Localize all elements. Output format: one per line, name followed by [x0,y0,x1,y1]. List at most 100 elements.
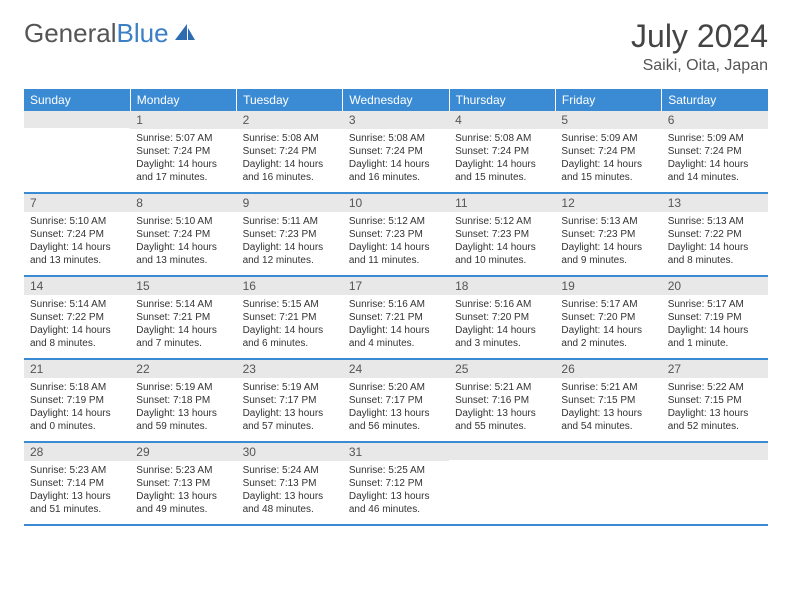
day-cell: 23Sunrise: 5:19 AMSunset: 7:17 PMDayligh… [237,359,343,442]
daylight-line: Daylight: 13 hours and 51 minutes. [30,490,124,516]
day-cell: 31Sunrise: 5:25 AMSunset: 7:12 PMDayligh… [343,442,449,525]
weekday-header: Monday [130,89,236,111]
day-details: Sunrise: 5:08 AMSunset: 7:24 PMDaylight:… [237,129,343,192]
day-number: 29 [130,443,236,461]
sunset-line: Sunset: 7:12 PM [349,477,443,490]
sunrise-line: Sunrise: 5:14 AM [136,298,230,311]
sunrise-line: Sunrise: 5:17 AM [561,298,655,311]
day-number: 21 [24,360,130,378]
brand-part1: General [24,18,117,49]
sunset-line: Sunset: 7:13 PM [243,477,337,490]
day-details: Sunrise: 5:16 AMSunset: 7:21 PMDaylight:… [343,295,449,358]
sunrise-line: Sunrise: 5:13 AM [561,215,655,228]
sunset-line: Sunset: 7:19 PM [668,311,762,324]
day-cell: 16Sunrise: 5:15 AMSunset: 7:21 PMDayligh… [237,276,343,359]
day-number: 3 [343,111,449,129]
weekday-header: Tuesday [237,89,343,111]
sunset-line: Sunset: 7:20 PM [455,311,549,324]
day-cell: 4Sunrise: 5:08 AMSunset: 7:24 PMDaylight… [449,111,555,193]
day-cell: 26Sunrise: 5:21 AMSunset: 7:15 PMDayligh… [555,359,661,442]
daylight-line: Daylight: 13 hours and 54 minutes. [561,407,655,433]
day-cell: 29Sunrise: 5:23 AMSunset: 7:13 PMDayligh… [130,442,236,525]
weekday-header: Friday [555,89,661,111]
day-details: Sunrise: 5:24 AMSunset: 7:13 PMDaylight:… [237,461,343,524]
day-details: Sunrise: 5:15 AMSunset: 7:21 PMDaylight:… [237,295,343,358]
day-number: 17 [343,277,449,295]
sunrise-line: Sunrise: 5:15 AM [243,298,337,311]
day-number: 20 [662,277,768,295]
day-number: 10 [343,194,449,212]
day-details: Sunrise: 5:21 AMSunset: 7:16 PMDaylight:… [449,378,555,441]
sunrise-line: Sunrise: 5:21 AM [455,381,549,394]
day-cell: 9Sunrise: 5:11 AMSunset: 7:23 PMDaylight… [237,193,343,276]
day-details: Sunrise: 5:25 AMSunset: 7:12 PMDaylight:… [343,461,449,524]
sunset-line: Sunset: 7:24 PM [136,228,230,241]
daylight-line: Daylight: 14 hours and 1 minute. [668,324,762,350]
calendar-row: 14Sunrise: 5:14 AMSunset: 7:22 PMDayligh… [24,276,768,359]
sunset-line: Sunset: 7:20 PM [561,311,655,324]
day-number: 11 [449,194,555,212]
sunrise-line: Sunrise: 5:24 AM [243,464,337,477]
sunset-line: Sunset: 7:17 PM [349,394,443,407]
daylight-line: Daylight: 14 hours and 14 minutes. [668,158,762,184]
sunrise-line: Sunrise: 5:09 AM [561,132,655,145]
day-number: 13 [662,194,768,212]
day-number: 4 [449,111,555,129]
day-cell [662,442,768,525]
day-cell: 5Sunrise: 5:09 AMSunset: 7:24 PMDaylight… [555,111,661,193]
day-cell: 11Sunrise: 5:12 AMSunset: 7:23 PMDayligh… [449,193,555,276]
weekday-header: Thursday [449,89,555,111]
day-details: Sunrise: 5:22 AMSunset: 7:15 PMDaylight:… [662,378,768,441]
sail-icon [173,18,197,49]
daylight-line: Daylight: 14 hours and 15 minutes. [455,158,549,184]
weekday-header: Saturday [662,89,768,111]
daylight-line: Daylight: 14 hours and 16 minutes. [349,158,443,184]
day-cell: 14Sunrise: 5:14 AMSunset: 7:22 PMDayligh… [24,276,130,359]
sunrise-line: Sunrise: 5:10 AM [136,215,230,228]
sunset-line: Sunset: 7:24 PM [349,145,443,158]
daylight-line: Daylight: 14 hours and 13 minutes. [136,241,230,267]
day-details: Sunrise: 5:19 AMSunset: 7:18 PMDaylight:… [130,378,236,441]
daylight-line: Daylight: 13 hours and 55 minutes. [455,407,549,433]
daylight-line: Daylight: 13 hours and 56 minutes. [349,407,443,433]
sunset-line: Sunset: 7:24 PM [561,145,655,158]
sunrise-line: Sunrise: 5:21 AM [561,381,655,394]
sunrise-line: Sunrise: 5:14 AM [30,298,124,311]
sunset-line: Sunset: 7:21 PM [243,311,337,324]
day-cell [555,442,661,525]
day-details: Sunrise: 5:19 AMSunset: 7:17 PMDaylight:… [237,378,343,441]
day-details: Sunrise: 5:23 AMSunset: 7:14 PMDaylight:… [24,461,130,524]
weekday-header: Sunday [24,89,130,111]
day-details: Sunrise: 5:10 AMSunset: 7:24 PMDaylight:… [130,212,236,275]
day-details: Sunrise: 5:07 AMSunset: 7:24 PMDaylight:… [130,129,236,192]
weekday-row: SundayMondayTuesdayWednesdayThursdayFrid… [24,89,768,111]
sunrise-line: Sunrise: 5:18 AM [30,381,124,394]
sunset-line: Sunset: 7:17 PM [243,394,337,407]
sunset-line: Sunset: 7:23 PM [561,228,655,241]
sunrise-line: Sunrise: 5:11 AM [243,215,337,228]
day-details: Sunrise: 5:09 AMSunset: 7:24 PMDaylight:… [555,129,661,192]
day-cell: 10Sunrise: 5:12 AMSunset: 7:23 PMDayligh… [343,193,449,276]
day-number: 27 [662,360,768,378]
day-number: 31 [343,443,449,461]
daylight-line: Daylight: 14 hours and 10 minutes. [455,241,549,267]
day-details: Sunrise: 5:10 AMSunset: 7:24 PMDaylight:… [24,212,130,275]
weekday-header: Wednesday [343,89,449,111]
calendar-row: 21Sunrise: 5:18 AMSunset: 7:19 PMDayligh… [24,359,768,442]
daylight-line: Daylight: 14 hours and 7 minutes. [136,324,230,350]
sunrise-line: Sunrise: 5:17 AM [668,298,762,311]
day-number: 25 [449,360,555,378]
day-cell [24,111,130,193]
sunset-line: Sunset: 7:14 PM [30,477,124,490]
day-number: 16 [237,277,343,295]
day-cell: 7Sunrise: 5:10 AMSunset: 7:24 PMDaylight… [24,193,130,276]
sunrise-line: Sunrise: 5:22 AM [668,381,762,394]
day-details: Sunrise: 5:20 AMSunset: 7:17 PMDaylight:… [343,378,449,441]
sunset-line: Sunset: 7:15 PM [668,394,762,407]
day-details: Sunrise: 5:09 AMSunset: 7:24 PMDaylight:… [662,129,768,192]
sunrise-line: Sunrise: 5:19 AM [243,381,337,394]
day-number: 22 [130,360,236,378]
day-details: Sunrise: 5:13 AMSunset: 7:23 PMDaylight:… [555,212,661,275]
daylight-line: Daylight: 13 hours and 57 minutes. [243,407,337,433]
daylight-line: Daylight: 13 hours and 52 minutes. [668,407,762,433]
